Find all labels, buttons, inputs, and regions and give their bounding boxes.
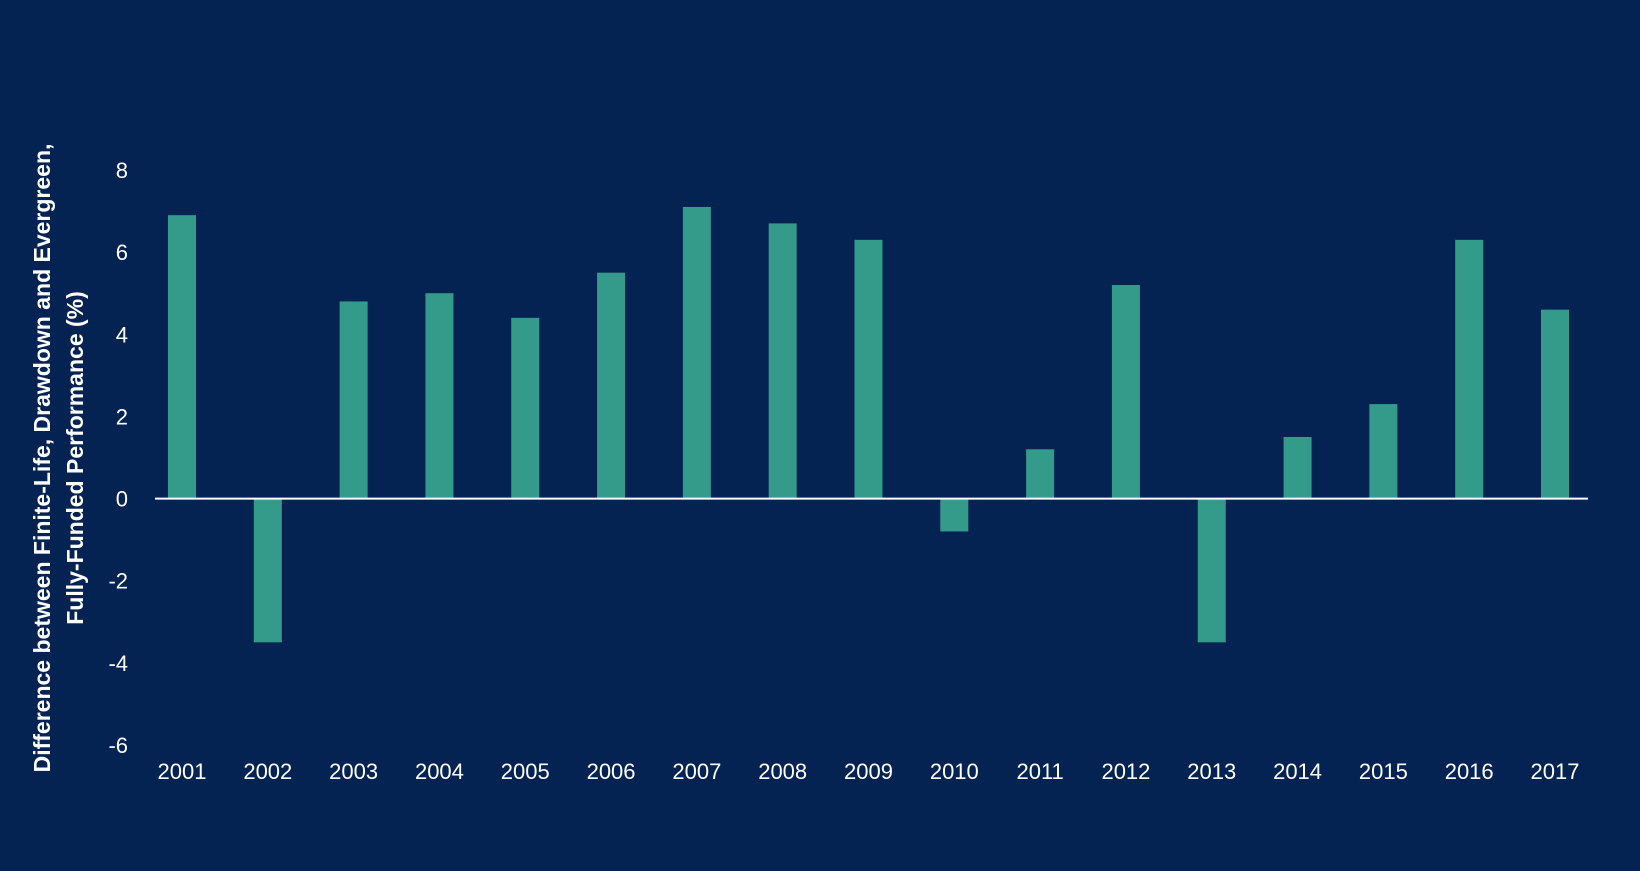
x-tick-label: 2001 xyxy=(158,759,207,784)
bar-2009 xyxy=(854,239,883,499)
y-tick-label: 4 xyxy=(116,322,128,347)
y-axis-title-line-2: Fully-Funded Performance (%) xyxy=(62,291,88,625)
x-axis-ticks: 2001 2002 2003 2004 2005 2006 2007 2008 2009 2010… xyxy=(158,759,1580,784)
y-axis-title: Difference between Finite-Life, Drawdown… xyxy=(29,144,88,773)
x-tick-label: 2002 xyxy=(243,759,292,784)
x-tick-label: 2009 xyxy=(844,759,893,784)
y-axis-title-line-1: Difference between Finite-Life, Drawdown… xyxy=(29,144,55,773)
x-tick-label: 2013 xyxy=(1187,759,1236,784)
bar-2013 xyxy=(1197,498,1226,643)
bar-2010 xyxy=(940,498,969,532)
bar-2014 xyxy=(1283,436,1312,499)
bar-2006 xyxy=(597,272,626,499)
bar-2015 xyxy=(1369,404,1398,499)
bar-2004 xyxy=(425,293,454,499)
y-tick-label: 0 xyxy=(116,487,128,512)
x-tick-label: 2016 xyxy=(1445,759,1494,784)
y-tick-label: -6 xyxy=(108,733,128,758)
bar-2017 xyxy=(1541,309,1569,499)
x-tick-label: 2008 xyxy=(758,759,807,784)
bar-2001 xyxy=(168,215,196,499)
y-tick-label: 8 xyxy=(116,158,128,183)
bar-2011 xyxy=(1026,449,1055,499)
x-tick-label: 2005 xyxy=(501,759,550,784)
bars xyxy=(168,206,1569,643)
x-tick-label: 2015 xyxy=(1359,759,1408,784)
bar-2003 xyxy=(339,301,368,499)
x-tick-label: 2006 xyxy=(587,759,636,784)
y-axis-ticks: 8 6 4 2 0 -2 -4 -6 xyxy=(108,158,128,758)
y-tick-label: -2 xyxy=(108,569,128,594)
x-tick-label: 2003 xyxy=(329,759,378,784)
x-tick-label: 2014 xyxy=(1273,759,1322,784)
x-tick-label: 2007 xyxy=(672,759,721,784)
x-tick-label: 2010 xyxy=(930,759,979,784)
bar-2016 xyxy=(1455,239,1484,499)
x-tick-label: 2004 xyxy=(415,759,464,784)
bar-2012 xyxy=(1111,285,1140,499)
y-tick-label: 6 xyxy=(116,240,128,265)
bar-2005 xyxy=(511,317,540,499)
bar-2007 xyxy=(682,206,711,499)
y-tick-label: -4 xyxy=(108,651,128,676)
x-tick-label: 2017 xyxy=(1531,759,1580,784)
bar-2002 xyxy=(253,498,282,643)
x-tick-label: 2012 xyxy=(1101,759,1150,784)
y-tick-label: 2 xyxy=(116,404,128,429)
bar-2008 xyxy=(768,223,797,499)
x-tick-label: 2011 xyxy=(1016,759,1063,784)
